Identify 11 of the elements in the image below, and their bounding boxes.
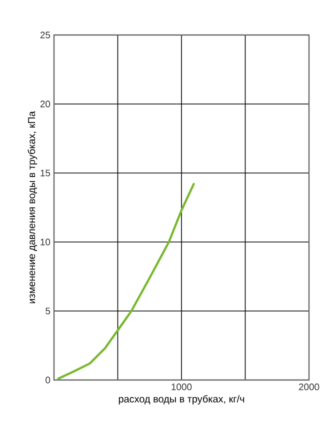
x-tick-label: 2000 (298, 384, 320, 390)
y-tick-label: 20 (40, 100, 50, 108)
x-tick-label: 1000 (172, 384, 192, 390)
y-tick-label: 0 (46, 376, 50, 384)
x-axis-title: расход воды в трубках, кг/ч (118, 395, 244, 404)
y-tick-label: 15 (40, 170, 50, 176)
y-axis-title: изменение давления воды в трубках, кПа (28, 111, 38, 304)
y-tick-label: 25 (40, 32, 50, 38)
y-tick-label: 10 (40, 238, 50, 246)
y-tick-label: 5 (46, 308, 50, 314)
line-series (57, 182, 195, 380)
